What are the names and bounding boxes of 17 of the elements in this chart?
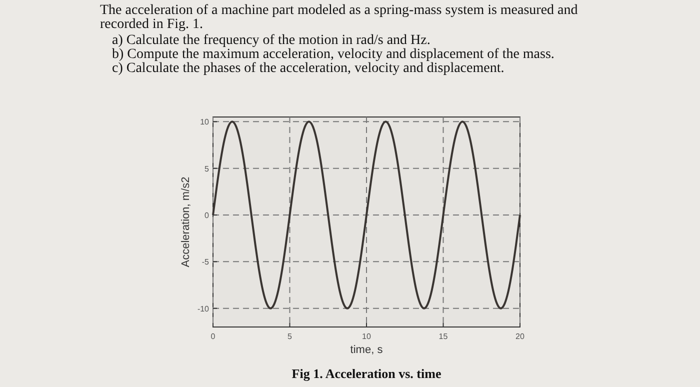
- x-tick-label: 10: [362, 332, 372, 341]
- x-tick-label: 5: [288, 332, 293, 341]
- y-axis-title: Acceleration, m/s2: [180, 176, 192, 268]
- text: a) Calculate the frequency of the motion in rad/s and Hz.: [112, 33, 430, 48]
- x-tick-label: 20: [516, 332, 525, 341]
- y-tick-label: 0: [204, 211, 210, 220]
- y-tick-label: 10: [200, 118, 210, 127]
- chart-title: The acceleration of a machine part modeled as a spring-mass system is measured and recorded in Fig. 1.: [100, 3, 578, 32]
- text: c) Calculate the phases of the acceleration, velocity and displacement.: [112, 61, 504, 76]
- caption: Fig 1. Acceleration vs. time: [292, 366, 442, 381]
- x-tick-label: 15: [438, 332, 448, 341]
- x-tick-label: 0: [210, 332, 216, 341]
- y-tick-label: -10: [197, 304, 210, 314]
- text: b) Compute the maximum acceleration, velocity and displacement of the mass.: [112, 47, 554, 62]
- x-axis-title: time, s: [350, 344, 384, 356]
- y-tick-label: 5: [204, 164, 210, 174]
- y-tick-label: -5: [202, 258, 210, 267]
